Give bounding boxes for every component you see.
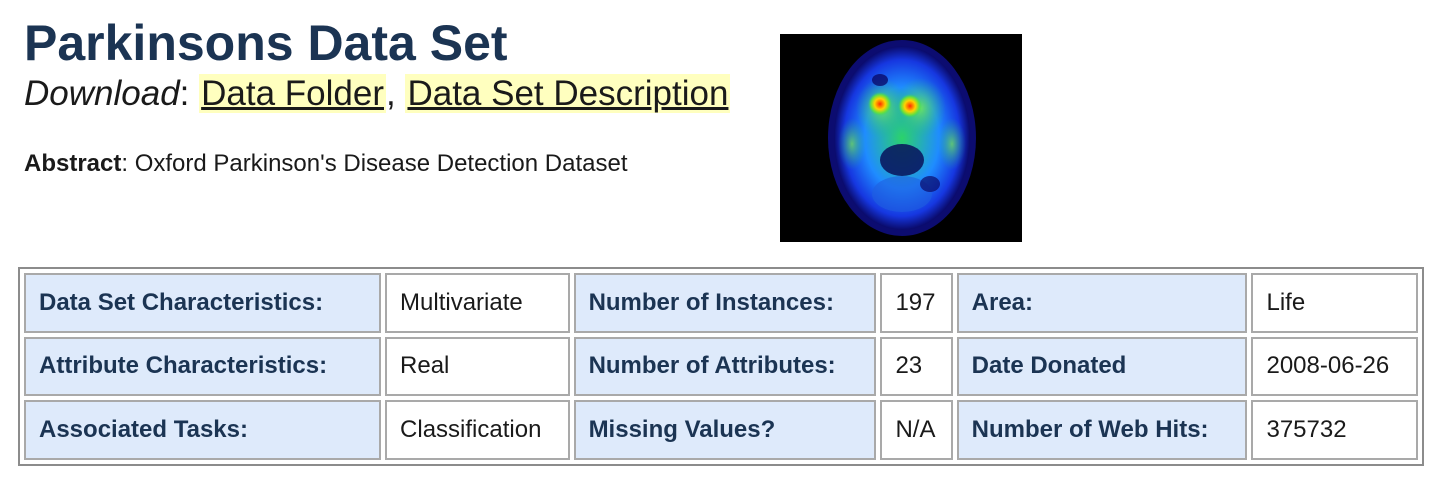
- download-line: Download: Data Folder, Data Set Descript…: [24, 72, 731, 116]
- brain-scan-graphic: [780, 34, 1022, 242]
- label-missing-values: Missing Values?: [573, 400, 877, 460]
- label-date-donated: Date Donated: [956, 336, 1248, 397]
- label-associated-tasks: Associated Tasks:: [24, 400, 382, 460]
- label-number-of-web-hits: Number of Web Hits:: [956, 400, 1248, 460]
- label-data-set-characteristics: Data Set Characteristics:: [24, 273, 382, 333]
- value-number-of-attributes: 23: [880, 336, 953, 397]
- value-number-of-instances: 197: [880, 273, 953, 333]
- abstract: Abstract: Oxford Parkinson's Disease Det…: [24, 148, 628, 180]
- value-area: Life: [1251, 273, 1418, 333]
- value-missing-values: N/A: [880, 400, 953, 460]
- value-data-set-characteristics: Multivariate: [385, 273, 570, 333]
- value-attribute-characteristics: Real: [385, 336, 570, 397]
- dataset-info-table: Data Set Characteristics: Multivariate N…: [18, 267, 1424, 466]
- abstract-label: Abstract: [24, 150, 122, 177]
- brain-scan-image: [780, 34, 1022, 242]
- label-number-of-attributes: Number of Attributes:: [573, 336, 877, 397]
- download-comma: ,: [386, 74, 396, 113]
- table-row: Data Set Characteristics: Multivariate N…: [24, 273, 1418, 333]
- table-row: Associated Tasks: Classification Missing…: [24, 400, 1418, 460]
- label-area: Area:: [956, 273, 1248, 333]
- download-label: Download: [24, 74, 180, 113]
- data-folder-link[interactable]: Data Folder: [199, 74, 386, 113]
- value-date-donated: 2008-06-26: [1251, 336, 1418, 397]
- table-row: Attribute Characteristics: Real Number o…: [24, 336, 1418, 397]
- abstract-text: : Oxford Parkinson's Disease Detection D…: [121, 150, 628, 177]
- download-separator: :: [179, 74, 190, 113]
- data-set-description-link[interactable]: Data Set Description: [405, 74, 731, 113]
- label-number-of-instances: Number of Instances:: [573, 273, 877, 333]
- value-associated-tasks: Classification: [385, 400, 570, 460]
- value-number-of-web-hits: 375732: [1251, 400, 1418, 460]
- label-attribute-characteristics: Attribute Characteristics:: [24, 336, 382, 397]
- page-title: Parkinsons Data Set: [24, 15, 508, 71]
